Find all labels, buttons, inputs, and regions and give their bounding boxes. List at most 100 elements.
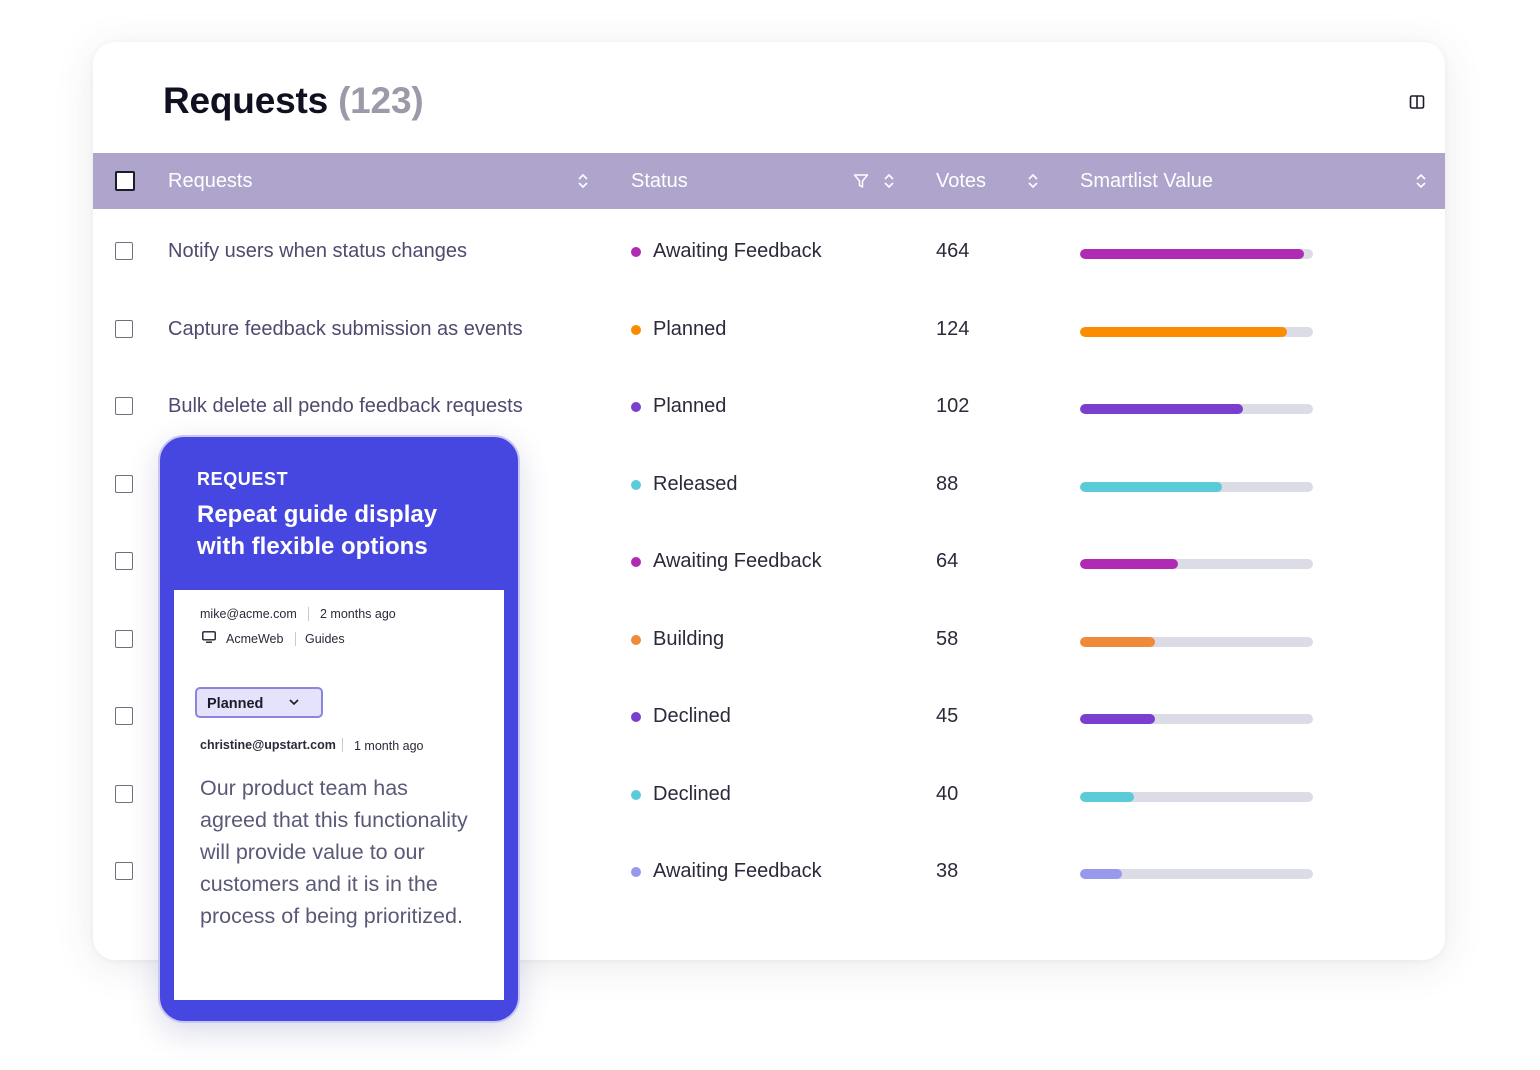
status-label: Planned — [653, 395, 727, 417]
column-header-status[interactable]: Status — [631, 170, 688, 192]
app-name: AcmeWeb — [226, 632, 284, 646]
column-header-smartlist[interactable]: Smartlist Value — [1080, 170, 1214, 192]
author-email[interactable]: mike@acme.com — [200, 607, 297, 621]
row-checkbox[interactable] — [115, 707, 133, 725]
smartlist-bar — [1080, 869, 1313, 879]
vote-count: 464 — [936, 240, 970, 262]
row-checkbox[interactable] — [115, 552, 133, 570]
smartlist-bar — [1080, 326, 1313, 337]
meta-divider — [308, 607, 309, 621]
request-title[interactable]: Capture feedback submission as events — [168, 317, 523, 340]
vote-count: 58 — [936, 627, 959, 650]
table-header: Requests Status Votes Smartlist Value — [93, 153, 1445, 209]
smartlist-bar-fill — [1080, 636, 1155, 647]
page-title: Requests (123) — [163, 80, 424, 122]
column-header-votes[interactable]: Votes — [936, 170, 987, 192]
smartlist-bar-fill — [1080, 404, 1244, 414]
smartlist-bar — [1080, 791, 1313, 802]
status-dropdown-value: Planned — [207, 696, 264, 712]
smartlist-bar-fill — [1080, 249, 1304, 259]
smartlist-bar — [1080, 481, 1313, 492]
status-dot — [631, 712, 641, 722]
table-row[interactable]: Notify users when status changes Awaitin… — [93, 209, 1445, 287]
commenter-email[interactable]: christine@upstart.com — [200, 738, 336, 752]
table-row[interactable]: Released 88 — [93, 442, 1445, 520]
vote-count: 124 — [936, 317, 970, 340]
product-area: Guides — [305, 632, 345, 646]
row-checkbox[interactable] — [115, 784, 133, 803]
author-time: 2 months ago — [320, 607, 396, 621]
row-checkbox[interactable] — [115, 397, 133, 415]
vote-count: 102 — [936, 395, 970, 417]
vote-count: 45 — [936, 705, 959, 727]
smartlist-bar-fill — [1080, 869, 1122, 879]
status-dot — [631, 324, 641, 335]
sort-status-icon[interactable] — [883, 172, 895, 190]
table-row[interactable]: Awaiting Feedback 64 — [93, 519, 1445, 597]
request-title[interactable]: Bulk delete all pendo feedback requests — [168, 395, 523, 417]
table-row[interactable]: Declined 40 — [93, 752, 1445, 830]
request-detail-card[interactable]: REQUEST Repeat guide display with flexib… — [158, 435, 520, 1023]
row-checkbox[interactable] — [115, 629, 133, 648]
card-body: mike@acme.com 2 months ago AcmeWeb Guide… — [174, 590, 504, 1000]
monitor-icon — [202, 631, 216, 643]
table-row[interactable]: Declined 45 — [93, 674, 1445, 752]
smartlist-bar — [1080, 714, 1313, 724]
status-label: Declined — [653, 705, 731, 727]
meta-divider — [342, 738, 343, 752]
comment-time: 1 month ago — [354, 739, 424, 753]
page-title-text: Requests — [163, 80, 328, 121]
meta-divider — [295, 632, 296, 646]
row-checkbox[interactable] — [115, 319, 133, 338]
status-label: Awaiting Feedback — [653, 860, 822, 882]
smartlist-bar-fill — [1080, 481, 1223, 492]
status-dot — [631, 867, 641, 877]
table-row[interactable]: Capture feedback submission as events Pl… — [93, 287, 1445, 365]
status-dot — [631, 634, 641, 645]
table-body: Notify users when status changes Awaitin… — [93, 209, 1445, 907]
table-row[interactable]: Awaiting Feedback 38 — [93, 829, 1445, 907]
status-dot — [631, 247, 641, 257]
smartlist-bar — [1080, 559, 1313, 569]
comment-text: Our product team has agreed that this fu… — [200, 776, 468, 928]
request-count: (123) — [338, 80, 424, 121]
vote-count: 88 — [936, 472, 959, 495]
vote-count: 64 — [936, 550, 959, 572]
table-row[interactable]: Bulk delete all pendo feedback requests … — [93, 364, 1445, 442]
sort-smartlist-icon[interactable] — [1415, 172, 1427, 190]
request-title[interactable]: Notify users when status changes — [168, 240, 468, 262]
split-view-icon[interactable] — [1409, 94, 1425, 110]
column-header-requests[interactable]: Requests — [168, 170, 253, 192]
status-dot — [631, 557, 641, 567]
smartlist-bar-fill — [1080, 791, 1134, 802]
sort-requests-icon[interactable] — [577, 172, 589, 190]
status-label: Declined — [653, 782, 731, 805]
card-kicker: REQUEST — [197, 469, 289, 489]
status-dot — [631, 789, 641, 800]
vote-count: 40 — [936, 782, 959, 805]
status-label: Released — [653, 472, 738, 495]
smartlist-bar — [1080, 404, 1313, 414]
smartlist-bar — [1080, 249, 1313, 259]
status-dot — [631, 402, 641, 412]
row-checkbox[interactable] — [115, 242, 133, 260]
status-label: Building — [653, 627, 725, 650]
status-label: Planned — [653, 317, 727, 340]
smartlist-bar-fill — [1080, 559, 1178, 569]
smartlist-bar — [1080, 636, 1313, 647]
status-dot — [631, 479, 641, 490]
status-label: Awaiting Feedback — [653, 240, 822, 262]
smartlist-bar-fill — [1080, 714, 1155, 724]
filter-status-icon[interactable] — [853, 173, 869, 189]
row-checkbox[interactable] — [115, 862, 133, 880]
row-checkbox[interactable] — [115, 474, 133, 493]
vote-count: 38 — [936, 860, 959, 882]
table-row[interactable]: Building 58 — [93, 597, 1445, 675]
sort-votes-icon[interactable] — [1027, 172, 1039, 190]
status-dropdown[interactable]: Planned — [195, 687, 323, 718]
smartlist-bar-fill — [1080, 326, 1288, 337]
status-label: Awaiting Feedback — [653, 550, 822, 572]
select-all-checkbox[interactable] — [115, 171, 135, 191]
card-title: Repeat guide display with flexible optio… — [197, 501, 438, 560]
chevron-down-icon — [289, 699, 299, 706]
